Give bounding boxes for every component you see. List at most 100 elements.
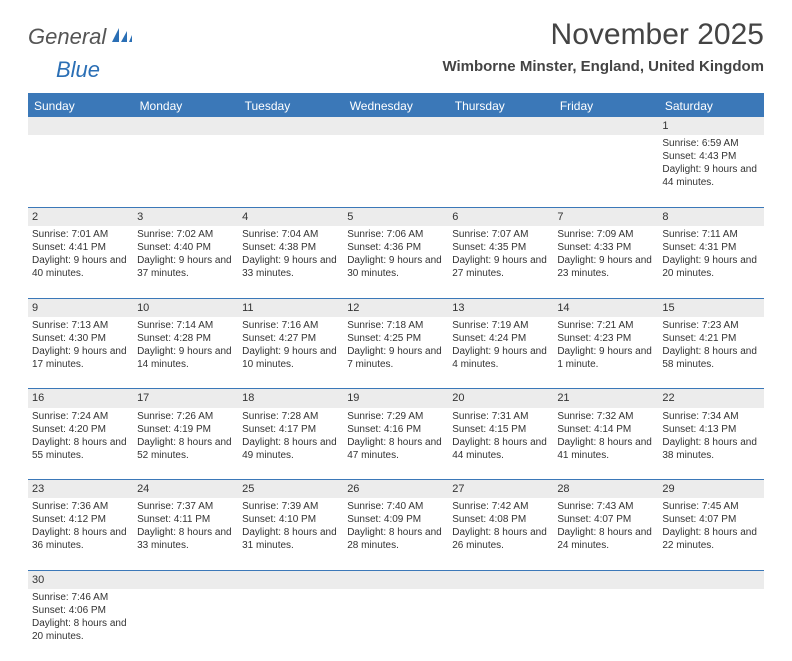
- sunrise-text: Sunrise: 7:28 AM: [242, 410, 339, 423]
- sunrise-text: Sunrise: 7:31 AM: [452, 410, 549, 423]
- daylight-text: Daylight: 9 hours and 20 minutes.: [662, 254, 759, 280]
- daylight-text: Daylight: 8 hours and 49 minutes.: [242, 436, 339, 462]
- day-cell: [133, 135, 238, 207]
- sunrise-text: Sunrise: 7:18 AM: [347, 319, 444, 332]
- daylight-text: Daylight: 8 hours and 26 minutes.: [452, 526, 549, 552]
- sunrise-text: Sunrise: 7:21 AM: [557, 319, 654, 332]
- sunset-text: Sunset: 4:30 PM: [32, 332, 129, 345]
- day-number: 20: [448, 389, 553, 408]
- daylight-text: Daylight: 9 hours and 14 minutes.: [137, 345, 234, 371]
- day-number: 12: [343, 298, 448, 317]
- logo: General: [28, 24, 134, 50]
- day-cell: Sunrise: 7:31 AMSunset: 4:15 PMDaylight:…: [448, 408, 553, 480]
- day-cell: Sunrise: 7:26 AMSunset: 4:19 PMDaylight:…: [133, 408, 238, 480]
- sunset-text: Sunset: 4:09 PM: [347, 513, 444, 526]
- day-cell: Sunrise: 7:14 AMSunset: 4:28 PMDaylight:…: [133, 317, 238, 389]
- daynum-row: 1: [28, 117, 764, 135]
- daylight-text: Daylight: 8 hours and 47 minutes.: [347, 436, 444, 462]
- sunrise-text: Sunrise: 7:45 AM: [662, 500, 759, 513]
- day-number: 10: [133, 298, 238, 317]
- day-cell: [343, 135, 448, 207]
- daylight-text: Daylight: 8 hours and 52 minutes.: [137, 436, 234, 462]
- daylight-text: Daylight: 8 hours and 20 minutes.: [32, 617, 129, 643]
- day-number: 25: [238, 480, 343, 499]
- day-cell: Sunrise: 7:24 AMSunset: 4:20 PMDaylight:…: [28, 408, 133, 480]
- day-number: 27: [448, 480, 553, 499]
- daylight-text: Daylight: 8 hours and 58 minutes.: [662, 345, 759, 371]
- daylight-text: Daylight: 8 hours and 44 minutes.: [452, 436, 549, 462]
- day-cell: Sunrise: 7:43 AMSunset: 4:07 PMDaylight:…: [553, 498, 658, 570]
- day-number: [448, 117, 553, 135]
- daynum-row: 30: [28, 570, 764, 589]
- sunset-text: Sunset: 4:33 PM: [557, 241, 654, 254]
- day-cell: Sunrise: 7:09 AMSunset: 4:33 PMDaylight:…: [553, 226, 658, 298]
- sunrise-text: Sunrise: 7:13 AM: [32, 319, 129, 332]
- day-cell: Sunrise: 7:16 AMSunset: 4:27 PMDaylight:…: [238, 317, 343, 389]
- day-cell: Sunrise: 7:32 AMSunset: 4:14 PMDaylight:…: [553, 408, 658, 480]
- sunrise-text: Sunrise: 7:42 AM: [452, 500, 549, 513]
- sunset-text: Sunset: 4:38 PM: [242, 241, 339, 254]
- day-number: 13: [448, 298, 553, 317]
- sunrise-text: Sunrise: 7:26 AM: [137, 410, 234, 423]
- sunrise-text: Sunrise: 7:40 AM: [347, 500, 444, 513]
- day-number: [553, 570, 658, 589]
- day-number: 29: [658, 480, 763, 499]
- daylight-text: Daylight: 8 hours and 38 minutes.: [662, 436, 759, 462]
- sunset-text: Sunset: 4:15 PM: [452, 423, 549, 436]
- day-cell: Sunrise: 7:04 AMSunset: 4:38 PMDaylight:…: [238, 226, 343, 298]
- day-number: [658, 570, 763, 589]
- daylight-text: Daylight: 9 hours and 7 minutes.: [347, 345, 444, 371]
- day-number: 1: [658, 117, 763, 135]
- day-cell: Sunrise: 7:19 AMSunset: 4:24 PMDaylight:…: [448, 317, 553, 389]
- sunrise-text: Sunrise: 7:11 AM: [662, 228, 759, 241]
- day-number: [448, 570, 553, 589]
- col-sunday: Sunday: [28, 94, 133, 117]
- sunset-text: Sunset: 4:40 PM: [137, 241, 234, 254]
- sunrise-text: Sunrise: 7:29 AM: [347, 410, 444, 423]
- day-cell: Sunrise: 7:21 AMSunset: 4:23 PMDaylight:…: [553, 317, 658, 389]
- daylight-text: Daylight: 8 hours and 31 minutes.: [242, 526, 339, 552]
- day-number: 23: [28, 480, 133, 499]
- day-number: [238, 117, 343, 135]
- daylight-text: Daylight: 8 hours and 22 minutes.: [662, 526, 759, 552]
- sunrise-text: Sunrise: 7:14 AM: [137, 319, 234, 332]
- sunset-text: Sunset: 4:16 PM: [347, 423, 444, 436]
- daylight-text: Daylight: 9 hours and 17 minutes.: [32, 345, 129, 371]
- day-number: 9: [28, 298, 133, 317]
- sunrise-text: Sunrise: 7:37 AM: [137, 500, 234, 513]
- day-cell: Sunrise: 7:29 AMSunset: 4:16 PMDaylight:…: [343, 408, 448, 480]
- sunset-text: Sunset: 4:36 PM: [347, 241, 444, 254]
- sunrise-text: Sunrise: 7:16 AM: [242, 319, 339, 332]
- day-cell: Sunrise: 7:02 AMSunset: 4:40 PMDaylight:…: [133, 226, 238, 298]
- sail-icon: [110, 26, 132, 49]
- sunset-text: Sunset: 4:06 PM: [32, 604, 129, 617]
- sunset-text: Sunset: 4:41 PM: [32, 241, 129, 254]
- day-cell: [448, 135, 553, 207]
- sunrise-text: Sunrise: 7:23 AM: [662, 319, 759, 332]
- daylight-text: Daylight: 8 hours and 41 minutes.: [557, 436, 654, 462]
- sunset-text: Sunset: 4:25 PM: [347, 332, 444, 345]
- calendar-table: Sunday Monday Tuesday Wednesday Thursday…: [28, 93, 764, 661]
- details-row: Sunrise: 7:24 AMSunset: 4:20 PMDaylight:…: [28, 408, 764, 480]
- day-cell: [238, 589, 343, 661]
- day-cell: Sunrise: 7:18 AMSunset: 4:25 PMDaylight:…: [343, 317, 448, 389]
- day-number: 17: [133, 389, 238, 408]
- day-cell: Sunrise: 6:59 AMSunset: 4:43 PMDaylight:…: [658, 135, 763, 207]
- day-cell: Sunrise: 7:46 AMSunset: 4:06 PMDaylight:…: [28, 589, 133, 661]
- day-cell: [238, 135, 343, 207]
- month-title: November 2025: [442, 18, 764, 52]
- daylight-text: Daylight: 8 hours and 33 minutes.: [137, 526, 234, 552]
- day-cell: [658, 589, 763, 661]
- calendar-body: 1Sunrise: 6:59 AMSunset: 4:43 PMDaylight…: [28, 117, 764, 661]
- day-cell: Sunrise: 7:13 AMSunset: 4:30 PMDaylight:…: [28, 317, 133, 389]
- daylight-text: Daylight: 9 hours and 37 minutes.: [137, 254, 234, 280]
- day-cell: [133, 589, 238, 661]
- day-cell: [553, 135, 658, 207]
- daylight-text: Daylight: 9 hours and 27 minutes.: [452, 254, 549, 280]
- sunrise-text: Sunrise: 7:43 AM: [557, 500, 654, 513]
- col-tuesday: Tuesday: [238, 94, 343, 117]
- daynum-row: 2345678: [28, 207, 764, 226]
- sunrise-text: Sunrise: 7:06 AM: [347, 228, 444, 241]
- sunrise-text: Sunrise: 7:24 AM: [32, 410, 129, 423]
- sunset-text: Sunset: 4:13 PM: [662, 423, 759, 436]
